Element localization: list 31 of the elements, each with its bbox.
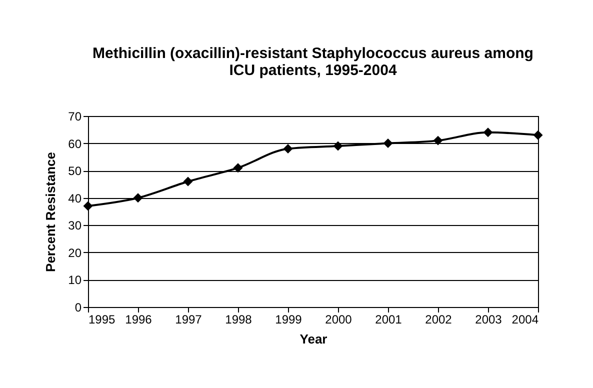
point (233, 163, 243, 173)
point (283, 144, 293, 154)
point (183, 176, 193, 186)
x-tick-label: 2003 (475, 312, 502, 326)
y-tick-label: 10 (68, 273, 82, 288)
point (83, 201, 93, 211)
y-tick-label: 20 (68, 246, 82, 260)
x-tick-label: 2004 (512, 312, 539, 326)
x-tick-label: 2002 (425, 312, 452, 326)
x-tick-label: 1995 (88, 312, 116, 326)
x-tick-label: 1999 (275, 312, 302, 326)
point (483, 128, 493, 138)
y-tick-label: 50 (68, 164, 82, 178)
y-tick-label: 60 (68, 136, 82, 151)
point (133, 193, 143, 203)
x-tick-label: 1996 (125, 312, 152, 326)
y-tick-label: 0 (74, 300, 82, 314)
point (383, 138, 393, 148)
x-tick-label: 1998 (225, 312, 252, 326)
x-axis-title: Year (300, 332, 328, 346)
chart-title: Methicillin (oxacillin)-resistant Staphylococcus aureus among ICU patients, 1995-2004 (92, 45, 534, 79)
point (433, 136, 443, 146)
y-tick-label: 40 (68, 191, 82, 206)
x-tick-label: 2000 (325, 312, 352, 326)
point (333, 141, 343, 151)
point (533, 130, 543, 140)
y-axis-title: Percent Resistance (43, 152, 58, 272)
y-tick-label: 30 (68, 218, 82, 233)
x-tick-label: 1997 (175, 312, 202, 326)
y-tick-label: 70 (68, 110, 82, 124)
x-tick-label: 2001 (375, 312, 402, 326)
